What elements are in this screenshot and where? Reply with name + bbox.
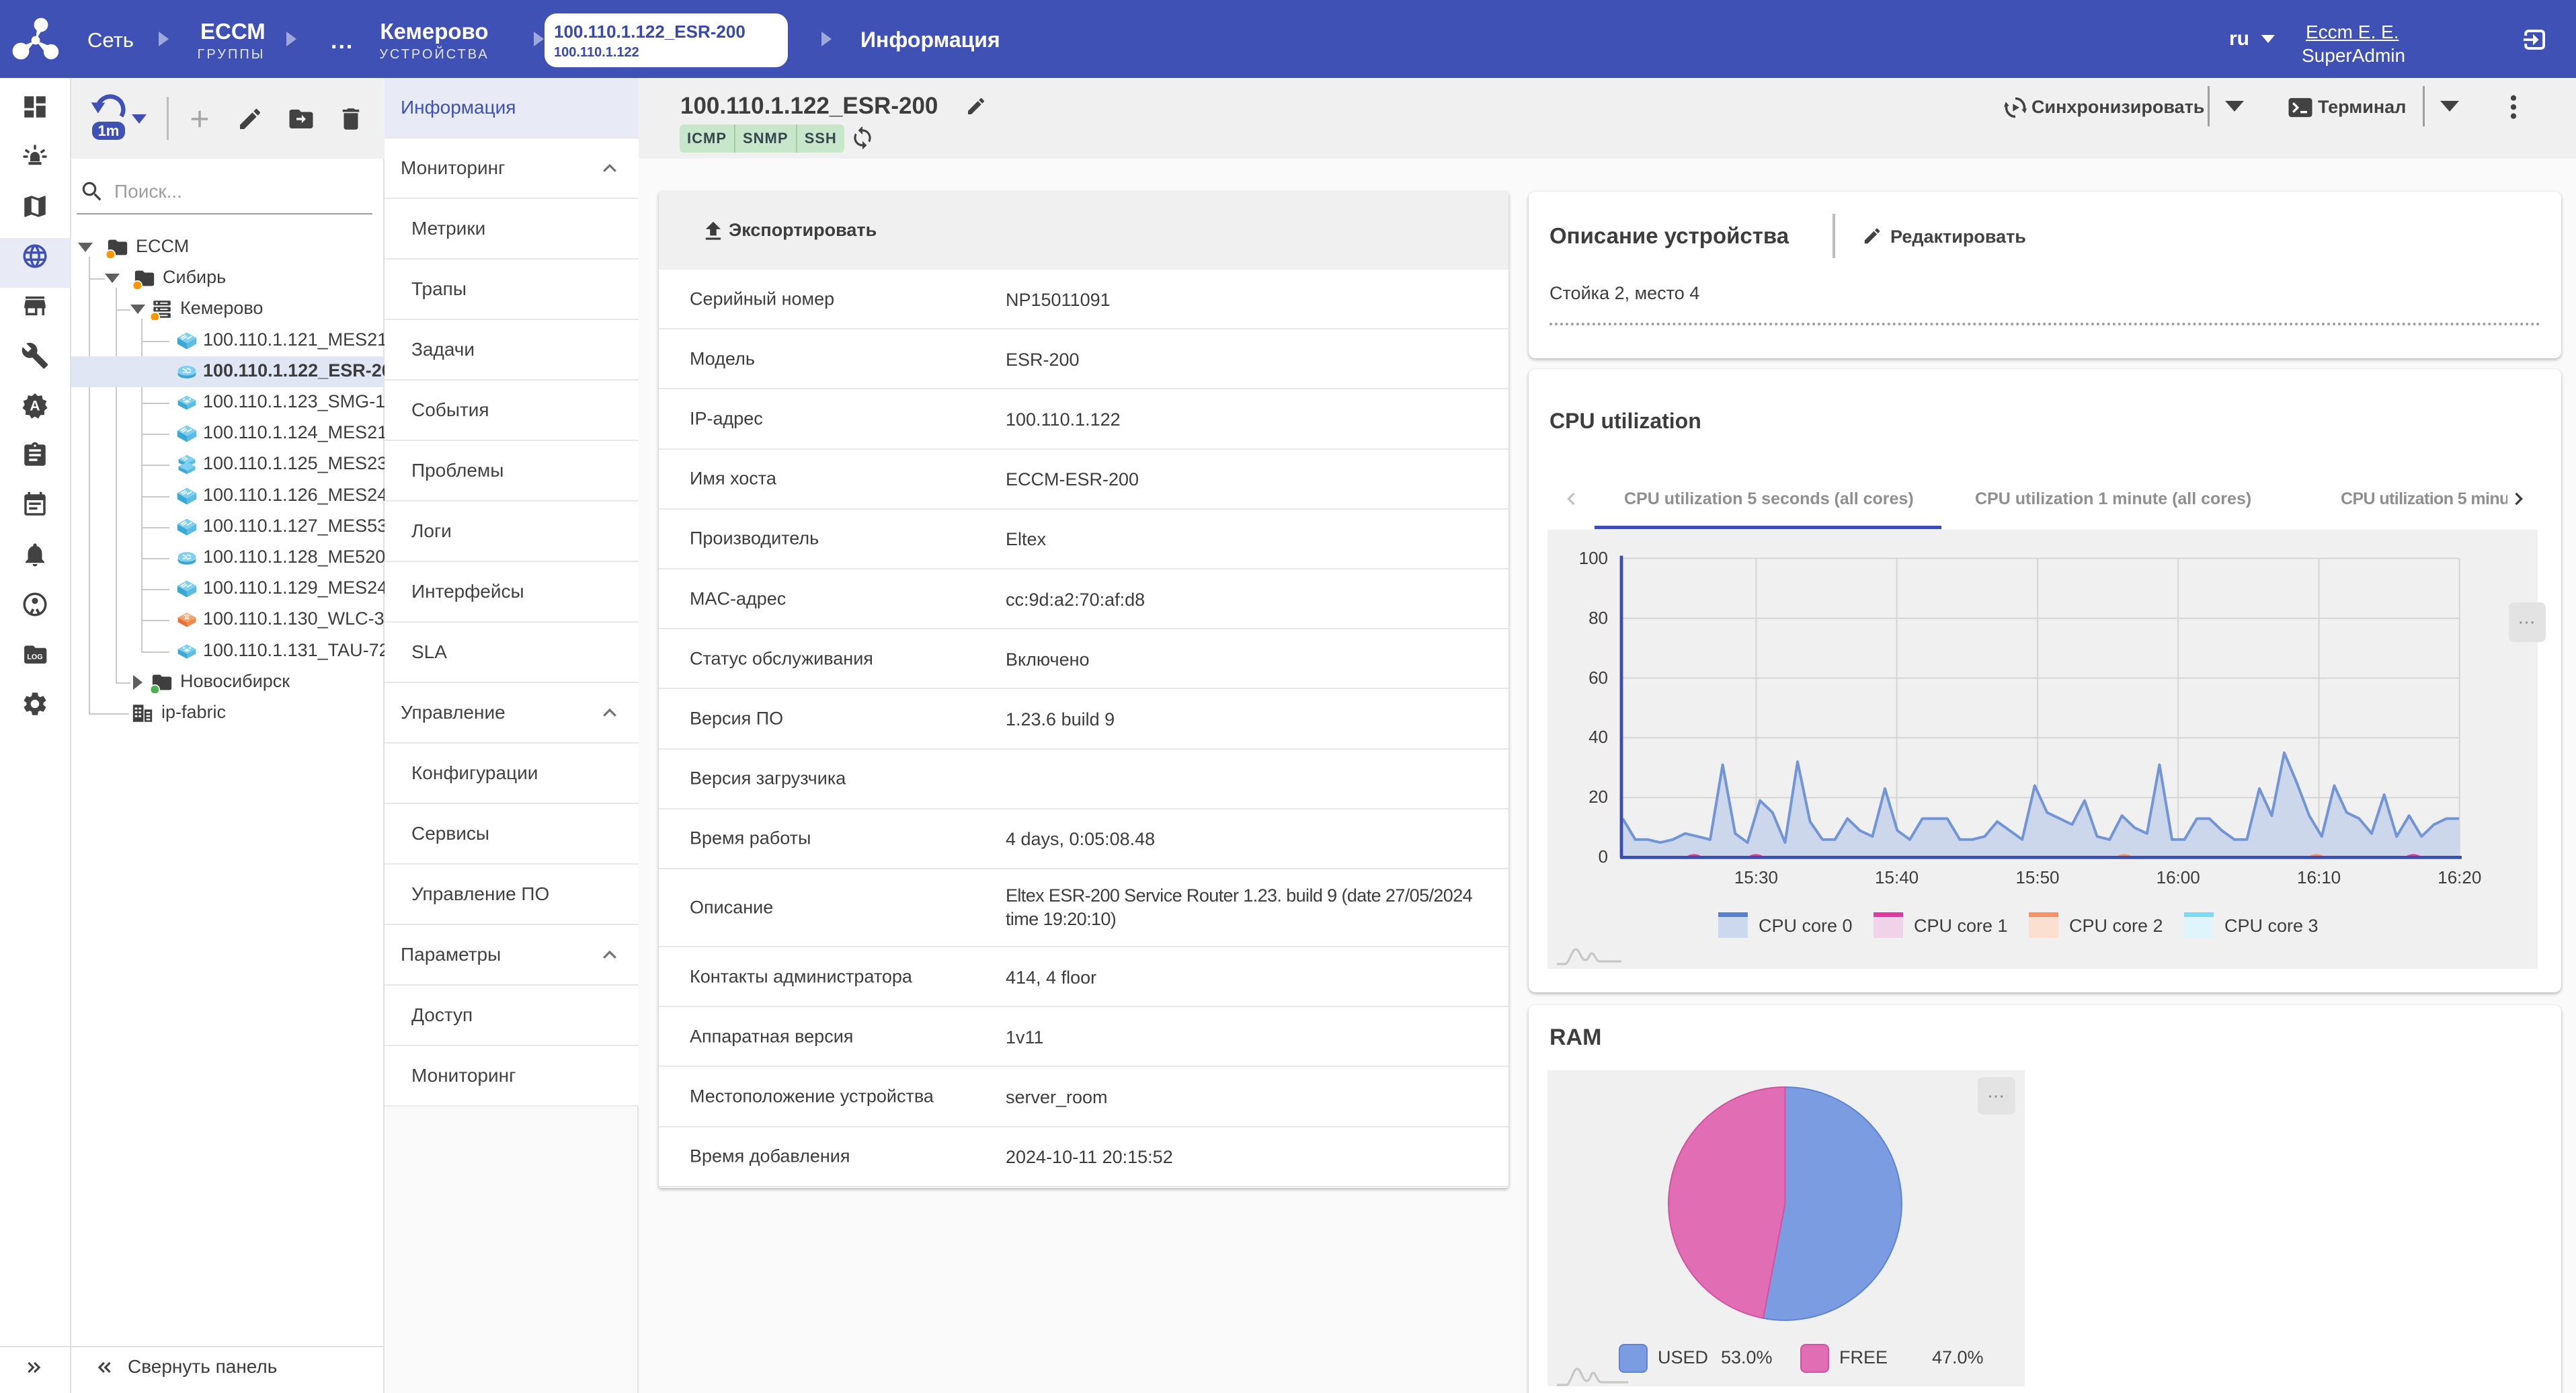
svg-text:1m: 1m [98, 122, 120, 139]
svg-text:LOG: LOG [27, 653, 43, 662]
svg-text:A: A [30, 399, 40, 414]
